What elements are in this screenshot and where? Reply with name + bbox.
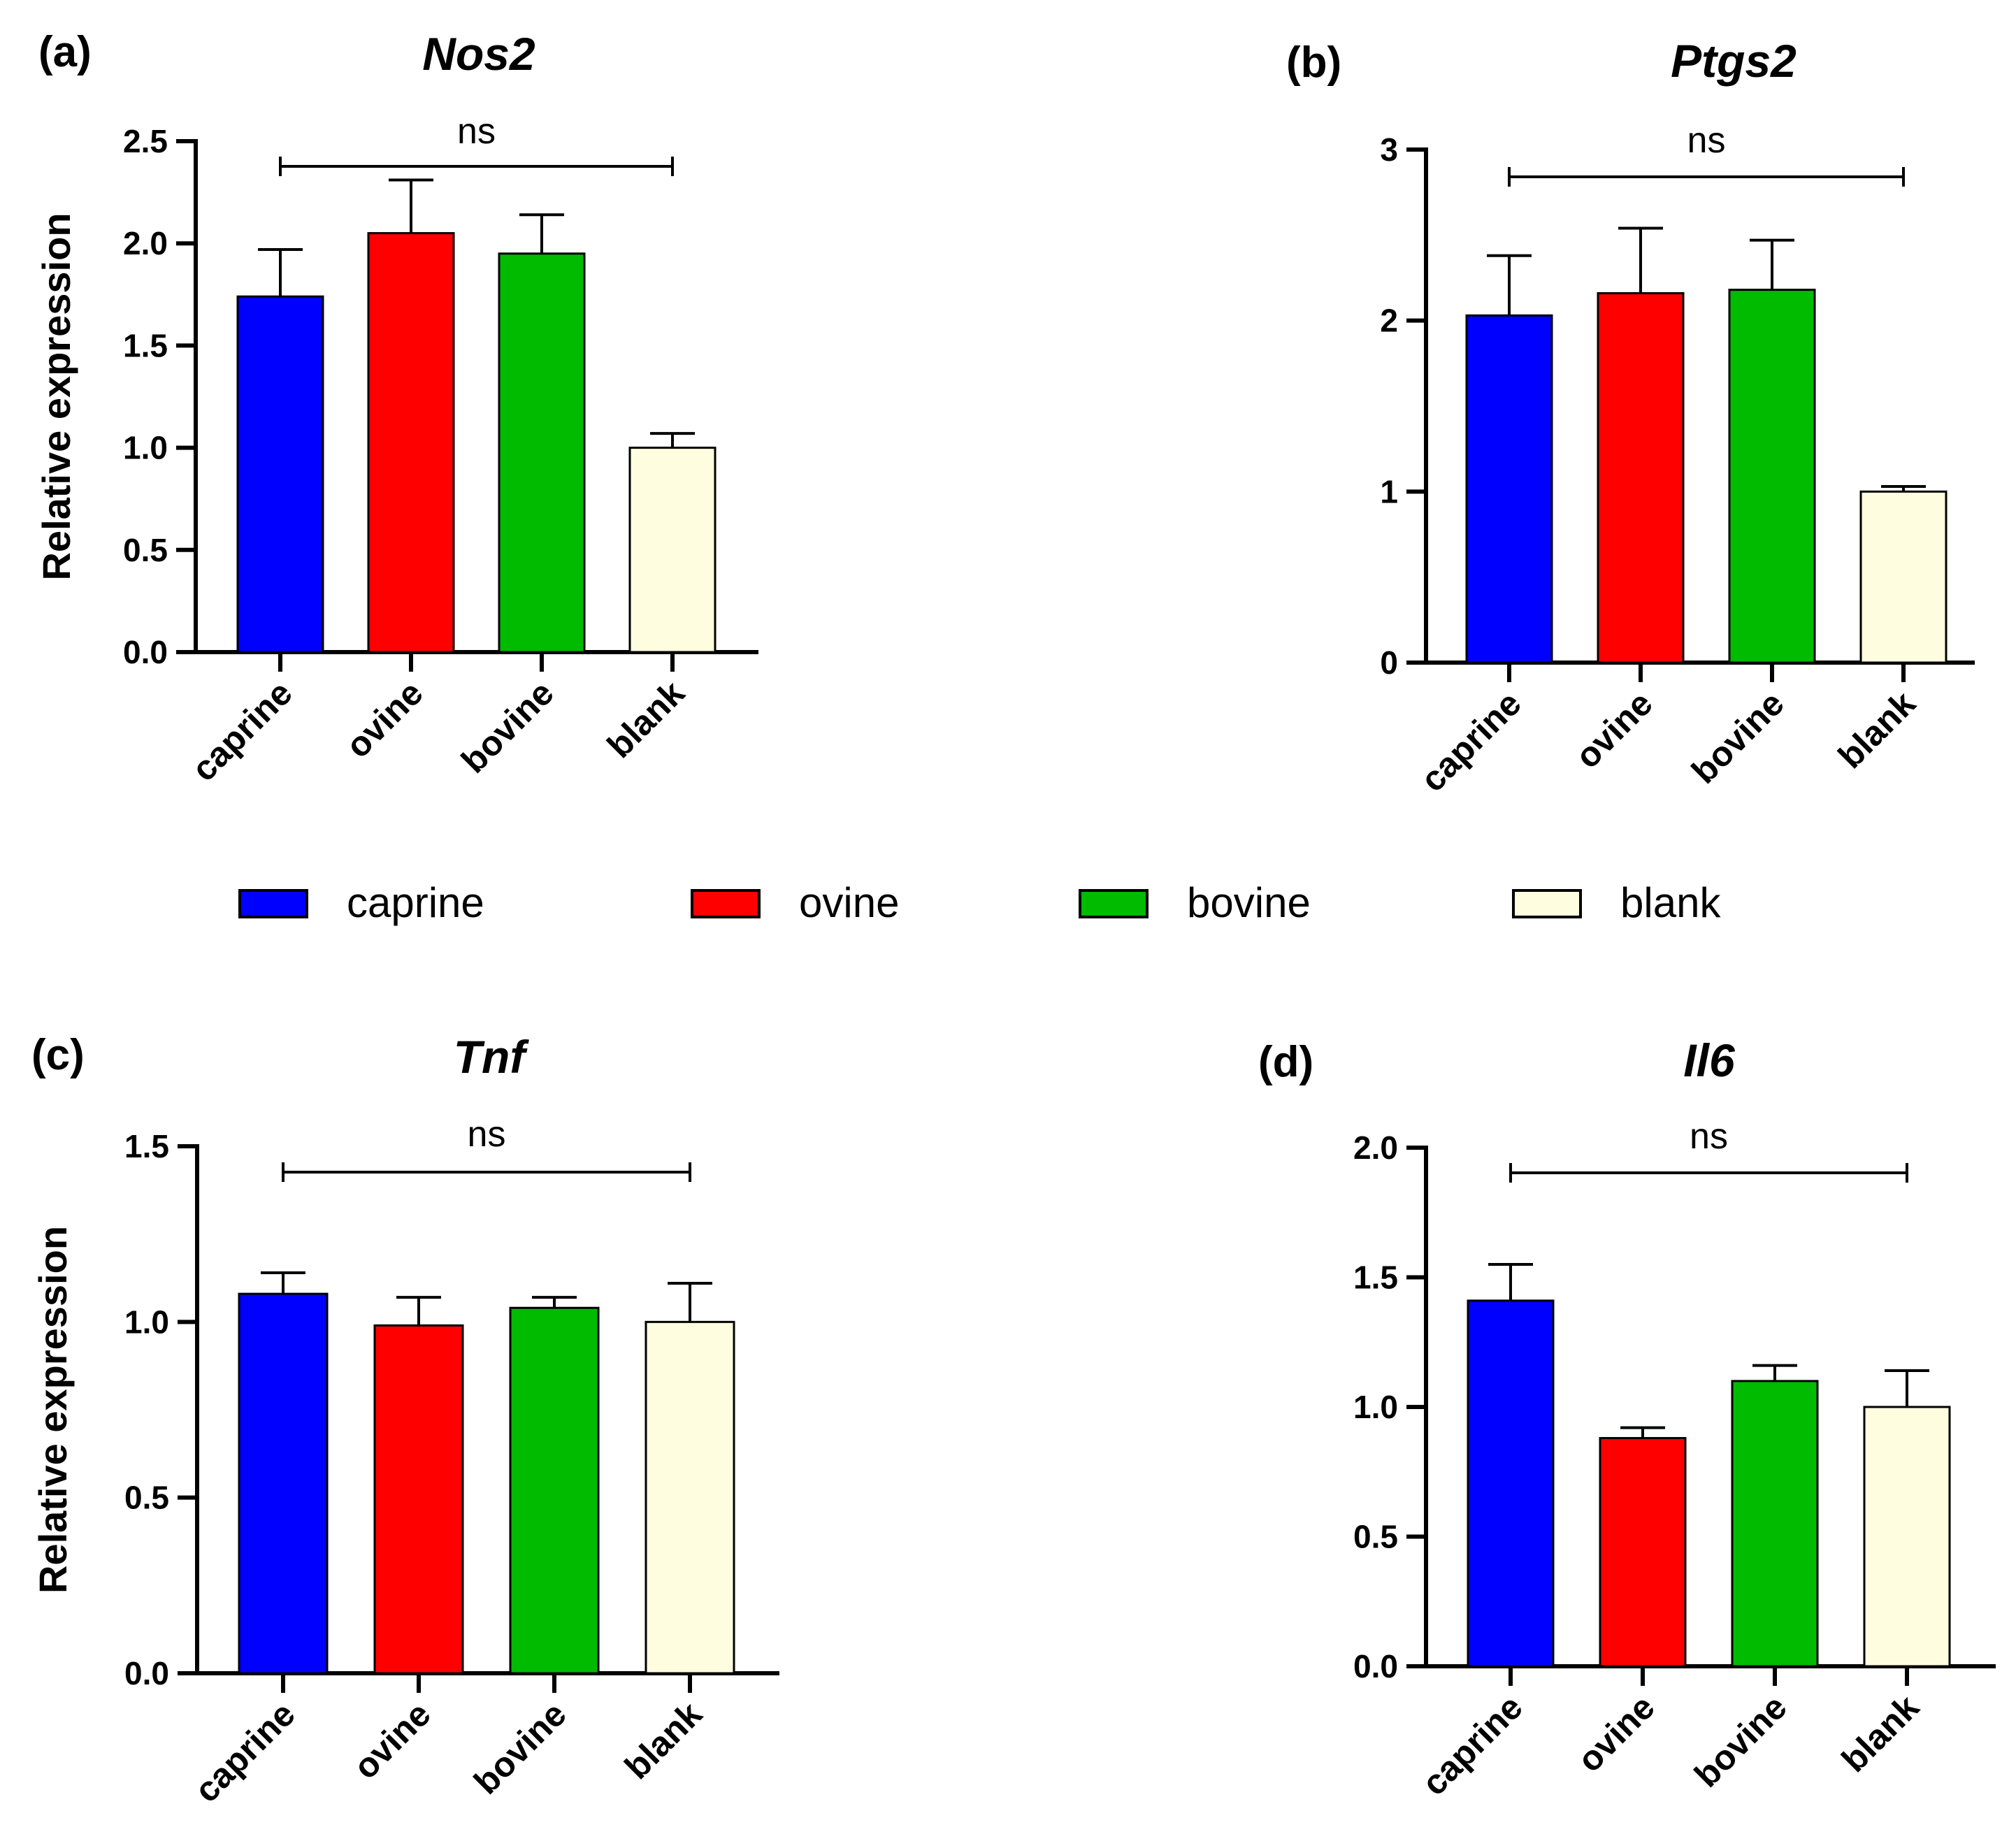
y-tick-label: 3	[1380, 131, 1398, 168]
bar-ovine	[1599, 1437, 1687, 1668]
significance-label: ns	[468, 1114, 506, 1155]
legend-swatch-caprine	[238, 889, 308, 918]
bar-caprine	[236, 295, 324, 654]
y-tick-label: 0.5	[124, 1480, 169, 1516]
panel-label: (d)	[1258, 1038, 1313, 1086]
panel-label: (c)	[31, 1031, 85, 1079]
x-tick-label-ovine: ovine	[346, 1694, 438, 1786]
panel-title: Tnf	[454, 1031, 530, 1083]
panel-title: Ptgs2	[1671, 35, 1797, 87]
y-tick-label: 1.5	[124, 1128, 169, 1164]
panel-title: Il6	[1683, 1034, 1736, 1086]
x-tick-label-caprine: caprine	[1413, 684, 1528, 799]
panel-ptgs2: (b) Ptgs2 0 1 2 3 caprine ovine bovine blank ns	[1286, 35, 1975, 800]
bar-blank	[1859, 490, 1947, 664]
legend-label-ovine: ovine	[799, 879, 899, 926]
y-tick-label: 0.5	[1353, 1519, 1398, 1555]
y-tick-label: 1.5	[123, 327, 168, 363]
bar-bovine	[498, 252, 586, 654]
y-tick-label: 1.0	[124, 1304, 169, 1340]
x-tick-label-caprine: caprine	[1414, 1687, 1529, 1803]
x-tick-label-bovine: bovine	[466, 1694, 574, 1802]
y-tick-label: 2	[1380, 303, 1398, 339]
panel-nos2: (a) Nos2 Relative expression 0.0 0.5 1.0 1.5 2.…	[34, 28, 758, 789]
legend-label-blank: blank	[1620, 879, 1721, 926]
x-tick-label-blank: blank	[600, 673, 692, 765]
y-tick-label: 1	[1380, 473, 1398, 510]
bar-bovine	[1731, 1380, 1819, 1668]
panel-il6: (d) Il6 0.0 0.5 1.0 1.5 2.0 caprine ovine bovine b…	[1258, 1034, 1996, 1803]
bar-ovine	[367, 232, 455, 654]
x-tick-label-blank: blank	[617, 1694, 710, 1786]
y-tick-label: 2.0	[123, 225, 168, 261]
bar-caprine	[238, 1292, 329, 1675]
y-tick-label: 2.5	[123, 123, 168, 159]
x-tick-label-bovine: bovine	[1684, 684, 1792, 791]
y-tick-label: 1.0	[123, 430, 168, 466]
x-tick-label-ovine: ovine	[338, 673, 431, 765]
significance-label: ns	[1690, 1116, 1728, 1157]
legend: caprine ovine bovine blank	[238, 879, 1721, 926]
x-tick-label-blank: blank	[1834, 1687, 1927, 1780]
legend-swatch-bovine	[1079, 889, 1149, 918]
y-tick-label: 0	[1380, 644, 1398, 681]
y-axis-label: Relative expression	[31, 1226, 75, 1594]
legend-swatch-ovine	[691, 889, 761, 918]
x-tick-label-ovine: ovine	[1570, 1687, 1662, 1780]
legend-label-bovine: bovine	[1187, 879, 1311, 926]
legend-label-caprine: caprine	[347, 879, 484, 926]
bar-blank	[645, 1320, 735, 1675]
panels: (a) Nos2 Relative expression 0.0 0.5 1.0 1.5 2.…	[31, 28, 1996, 1810]
y-tick-label: 0.0	[124, 1655, 169, 1691]
bar-bovine	[509, 1306, 600, 1675]
bar-blank	[1863, 1406, 1951, 1668]
significance-label: ns	[1687, 120, 1726, 161]
bar-bovine	[1728, 289, 1816, 664]
y-tick-label: 0.0	[1353, 1648, 1398, 1684]
y-tick-label: 1.5	[1353, 1259, 1398, 1296]
significance-label: ns	[457, 111, 496, 152]
panel-label: (b)	[1286, 38, 1341, 87]
y-tick-label: 2.0	[1353, 1129, 1398, 1166]
panel-tnf: (c) Tnf Relative expression 0.0 0.5 1.0 1.5 cap…	[31, 1031, 779, 1810]
x-tick-label-caprine: caprine	[184, 673, 299, 788]
y-tick-label: 0.0	[123, 634, 168, 670]
x-tick-label-caprine: caprine	[187, 1694, 302, 1810]
bar-blank	[628, 447, 717, 654]
x-tick-label-ovine: ovine	[1568, 684, 1660, 776]
panel-title: Nos2	[422, 28, 535, 80]
y-tick-label: 1.0	[1353, 1389, 1398, 1425]
bar-caprine	[1465, 314, 1553, 664]
panel-label: (a)	[38, 28, 92, 76]
bar-ovine	[1597, 292, 1685, 664]
y-tick-label: 0.5	[123, 532, 168, 568]
legend-swatch-blank	[1512, 889, 1582, 918]
x-tick-label-blank: blank	[1831, 684, 1923, 776]
x-tick-label-bovine: bovine	[454, 673, 561, 781]
x-tick-label-bovine: bovine	[1687, 1687, 1794, 1795]
bar-ovine	[373, 1324, 464, 1675]
bar-caprine	[1467, 1299, 1555, 1668]
y-axis-label: Relative expression	[34, 212, 78, 580]
